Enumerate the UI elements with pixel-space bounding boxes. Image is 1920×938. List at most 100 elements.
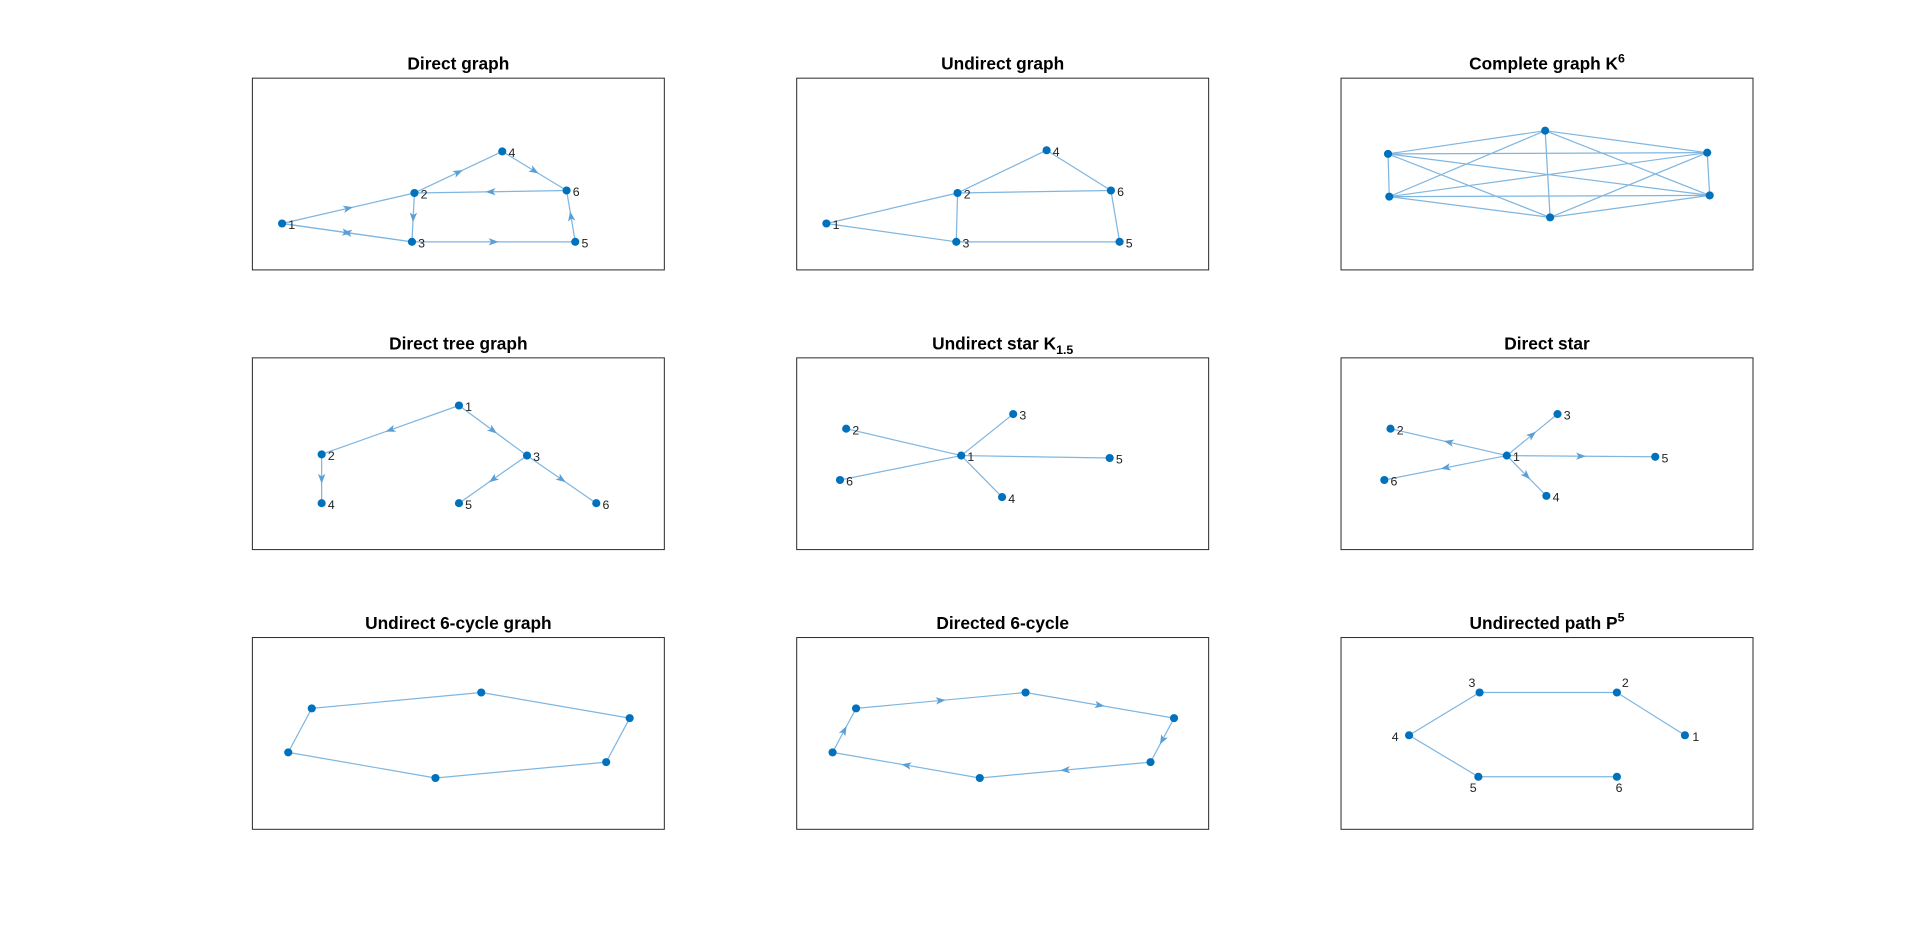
node bbox=[498, 147, 507, 156]
node-label: 6 bbox=[846, 475, 853, 489]
panel-title: Direct graph bbox=[407, 54, 509, 74]
node-label: 4 bbox=[508, 146, 515, 160]
node-label: 1 bbox=[465, 400, 472, 414]
edge-arrow bbox=[342, 229, 353, 237]
node bbox=[625, 714, 634, 723]
title-text: Directed 6-cycle bbox=[936, 613, 1069, 633]
edge bbox=[1545, 130, 1708, 154]
node bbox=[477, 688, 486, 697]
node bbox=[975, 773, 984, 783]
edge bbox=[311, 691, 482, 709]
edge bbox=[1387, 130, 1546, 155]
node-label: 5 bbox=[1126, 237, 1133, 251]
edge-arrow bbox=[452, 170, 463, 178]
panel-title: Direct star bbox=[1504, 333, 1590, 353]
graph-panel: Direct tree graph 1 2 3 4 5 6 bbox=[251, 333, 665, 551]
edge bbox=[605, 717, 631, 763]
edge-arrow bbox=[1159, 734, 1168, 745]
node bbox=[1703, 148, 1712, 157]
node-label: 4 bbox=[1553, 491, 1560, 505]
node bbox=[1612, 688, 1621, 697]
graph-panel: Directed 6-cycle bbox=[796, 613, 1210, 830]
node-label: 3 bbox=[1468, 676, 1475, 690]
title-text: Undirect graph bbox=[941, 54, 1064, 74]
edge-arrow bbox=[555, 473, 566, 483]
title-subscript: 1.5 bbox=[1056, 343, 1073, 357]
node bbox=[1105, 453, 1114, 463]
node bbox=[1612, 772, 1621, 781]
node bbox=[1385, 192, 1394, 201]
node bbox=[431, 773, 440, 783]
node-label: 1 bbox=[288, 218, 295, 232]
node bbox=[1475, 688, 1484, 697]
node bbox=[828, 748, 837, 757]
node-label: 2 bbox=[328, 449, 335, 463]
axes-box bbox=[251, 357, 665, 551]
node bbox=[1106, 186, 1116, 195]
edge bbox=[1389, 152, 1708, 198]
title-superscript: 6 bbox=[1618, 51, 1625, 65]
edge bbox=[1544, 130, 1551, 218]
node bbox=[1169, 714, 1179, 723]
edge-arrow bbox=[409, 212, 418, 223]
edge-arrow bbox=[1525, 431, 1536, 441]
panel-title: Complete graph K6 bbox=[1469, 51, 1625, 73]
edge-arrow bbox=[935, 697, 946, 705]
edge bbox=[846, 428, 962, 457]
edge bbox=[1387, 153, 1390, 197]
node bbox=[410, 188, 419, 198]
edge bbox=[960, 413, 1014, 457]
node bbox=[842, 424, 851, 433]
node bbox=[1146, 758, 1155, 767]
edge bbox=[287, 708, 313, 753]
node bbox=[454, 499, 464, 508]
node-label: 2 bbox=[421, 188, 428, 202]
node bbox=[562, 186, 571, 195]
edge bbox=[957, 149, 1047, 194]
edge bbox=[1388, 152, 1708, 155]
edge-arrow bbox=[317, 473, 326, 484]
node bbox=[1380, 475, 1389, 485]
node bbox=[1553, 410, 1562, 419]
graph-panel: Complete graph K6 bbox=[1340, 51, 1754, 271]
graph-panel: Undirect graph 1 2 3 4 5 6 bbox=[796, 54, 1210, 271]
panel-title: Undirect graph bbox=[941, 54, 1064, 74]
node bbox=[852, 704, 861, 713]
node bbox=[1680, 731, 1690, 740]
node bbox=[1009, 410, 1018, 419]
edge bbox=[1110, 190, 1121, 242]
edge bbox=[1549, 152, 1708, 218]
edge bbox=[957, 189, 1111, 194]
node bbox=[454, 401, 464, 410]
node-label: 3 bbox=[1019, 409, 1026, 423]
graph-panel: Undirect star K1.5 1 2 3 4 5 6 bbox=[796, 333, 1210, 551]
edge bbox=[1706, 152, 1711, 196]
edge-arrow bbox=[1443, 439, 1455, 447]
node-label: 6 bbox=[1117, 185, 1124, 199]
node bbox=[835, 475, 845, 485]
node bbox=[1021, 688, 1030, 697]
axes-box bbox=[1340, 637, 1754, 830]
node-label: 5 bbox=[581, 237, 588, 251]
axes-box bbox=[251, 637, 665, 830]
node-label: 4 bbox=[328, 498, 335, 512]
node bbox=[307, 704, 316, 713]
node bbox=[1705, 191, 1714, 200]
edge-arrow bbox=[901, 762, 912, 770]
node-label: 1 bbox=[967, 450, 974, 464]
node bbox=[1502, 451, 1511, 460]
edge bbox=[960, 455, 1003, 498]
node-label: 3 bbox=[418, 237, 425, 251]
node bbox=[407, 237, 417, 246]
node-label: 6 bbox=[573, 185, 580, 199]
title-superscript: 5 bbox=[1618, 611, 1625, 625]
edge bbox=[1389, 194, 1710, 198]
node-label: 6 bbox=[1616, 781, 1623, 795]
edge bbox=[1408, 691, 1480, 736]
edge-arrow bbox=[385, 424, 397, 432]
node-label: 3 bbox=[1564, 409, 1571, 423]
edge bbox=[955, 192, 959, 242]
node bbox=[822, 219, 831, 228]
edge bbox=[1389, 196, 1551, 219]
